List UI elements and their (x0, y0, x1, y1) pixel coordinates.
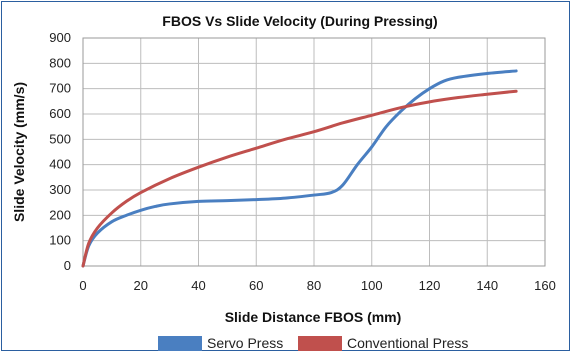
x-tick-label: 20 (134, 278, 148, 293)
x-tick-label: 100 (361, 278, 383, 293)
x-tick-labels: 0 20 40 60 80 100 120 140 160 (79, 278, 555, 293)
legend-swatch-conventional-press (298, 336, 342, 351)
grid (82, 37, 546, 267)
y-tick-label: 400 (49, 157, 71, 172)
x-tick-label: 120 (419, 278, 441, 293)
y-tick-label: 900 (49, 30, 71, 45)
plot-area (82, 37, 546, 267)
x-tick-label: 60 (249, 278, 263, 293)
legend-label-servo-press: Servo Press (207, 335, 283, 351)
y-axis-label: Slide Velocity (mm/s) (11, 82, 27, 222)
y-tick-label: 700 (49, 81, 71, 96)
y-tick-label: 0 (64, 258, 71, 273)
series-line-servo-press (81, 69, 518, 268)
legend: Servo Press Conventional Press (158, 335, 468, 351)
x-tick-label: 160 (534, 278, 556, 293)
x-tick-label: 0 (79, 278, 86, 293)
y-tick-label: 800 (49, 55, 71, 70)
legend-swatch-servo-press (158, 336, 202, 351)
y-tick-label: 600 (49, 106, 71, 121)
series-line-conventional-press (81, 89, 518, 268)
series-lines (81, 69, 518, 268)
y-tick-labels: 0 100 200 300 400 500 600 700 800 900 (49, 30, 71, 273)
legend-label-conventional-press: Conventional Press (347, 335, 468, 351)
x-tick-label: 80 (307, 278, 321, 293)
plot-border (82, 37, 546, 267)
y-tick-label: 100 (49, 233, 71, 248)
x-tick-label: 40 (191, 278, 205, 293)
x-tick-label: 140 (476, 278, 498, 293)
y-tick-label: 200 (49, 207, 71, 222)
x-axis-label: Slide Distance FBOS (mm) (225, 309, 402, 325)
y-tick-label: 300 (49, 182, 71, 197)
y-tick-label: 500 (49, 131, 71, 146)
chart-title: FBOS Vs Slide Velocity (During Pressing) (162, 13, 437, 29)
